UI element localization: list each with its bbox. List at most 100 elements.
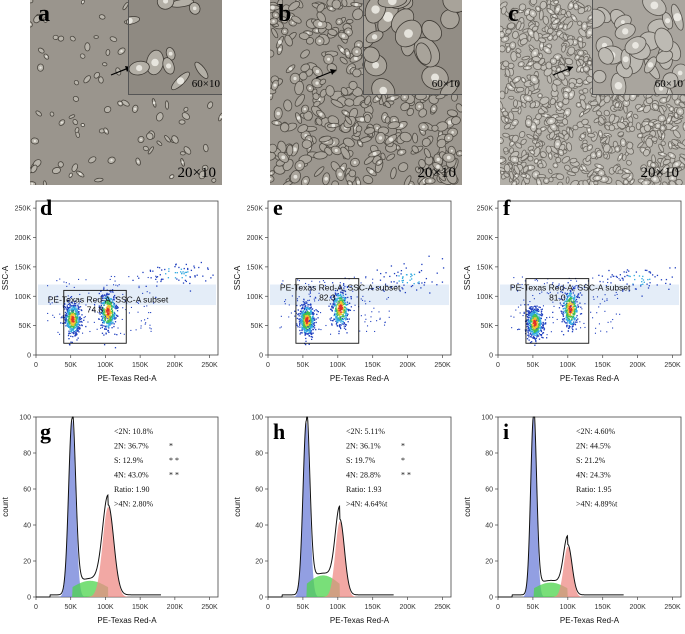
scatter-point bbox=[527, 334, 529, 336]
scatter-point bbox=[76, 314, 78, 316]
scatter-point bbox=[574, 310, 576, 312]
scatter-point bbox=[345, 315, 347, 317]
scatter-point bbox=[303, 312, 305, 314]
scatter-point bbox=[583, 322, 585, 325]
scatter-point bbox=[111, 301, 113, 304]
scatter-points bbox=[510, 267, 676, 346]
scatter-point bbox=[530, 328, 532, 330]
x-axis-label: PE-Texas Red-A bbox=[560, 374, 620, 383]
scatter-point bbox=[74, 321, 76, 323]
scatter-point bbox=[344, 323, 347, 326]
scatter-point bbox=[73, 331, 75, 334]
scatter-point bbox=[78, 311, 80, 313]
scatter-point bbox=[535, 340, 537, 342]
scatter-point bbox=[164, 268, 166, 271]
scatter-point bbox=[304, 318, 306, 321]
scatter-point bbox=[309, 315, 311, 318]
scatter-point bbox=[112, 289, 114, 291]
scatter-point bbox=[417, 282, 419, 284]
scatter-point bbox=[84, 316, 86, 318]
scatter-point bbox=[598, 274, 600, 277]
y-tick-label: 50K bbox=[481, 323, 494, 330]
scatter-point bbox=[301, 329, 303, 332]
scatter-point bbox=[299, 333, 301, 335]
scatter-point bbox=[540, 321, 542, 323]
scatter-point bbox=[561, 295, 563, 297]
scatter-point bbox=[569, 320, 571, 322]
scatter-point bbox=[570, 307, 572, 309]
scatter-point bbox=[123, 333, 125, 335]
significance-mark: * * bbox=[401, 471, 411, 480]
scatter-point bbox=[535, 330, 538, 332]
scatter-point bbox=[71, 319, 73, 322]
scatter-point bbox=[305, 327, 307, 329]
scatter-point bbox=[571, 327, 573, 329]
scatter-point bbox=[344, 306, 346, 309]
scatter-point bbox=[77, 313, 80, 315]
scatter-point bbox=[339, 303, 341, 305]
scatter-point bbox=[344, 310, 346, 313]
scatter-point bbox=[533, 336, 536, 339]
scatter-point bbox=[102, 308, 104, 310]
scatter-point bbox=[162, 278, 164, 280]
scatter-point bbox=[565, 303, 567, 306]
scatter-point bbox=[305, 343, 307, 346]
scatter-point bbox=[109, 301, 111, 303]
scatter-point bbox=[523, 299, 525, 301]
scatter-point bbox=[104, 309, 107, 311]
scatter-point bbox=[70, 316, 73, 318]
g2-peak-area bbox=[85, 507, 131, 597]
scatter-point bbox=[382, 289, 384, 291]
scatter-point bbox=[59, 278, 61, 280]
scatter-point bbox=[340, 321, 342, 323]
scatter-point bbox=[71, 312, 73, 314]
scatter-point bbox=[527, 320, 530, 322]
scatter-point bbox=[310, 309, 312, 311]
scatter-point bbox=[305, 310, 307, 312]
scatter-point bbox=[108, 316, 111, 319]
scatter-point bbox=[303, 314, 305, 317]
scatter-point bbox=[78, 306, 80, 308]
scatter-point bbox=[641, 295, 643, 297]
scatter-point bbox=[309, 321, 311, 324]
scatter-point bbox=[107, 317, 109, 320]
scatter-point bbox=[70, 308, 72, 310]
scatter-point bbox=[307, 324, 309, 327]
scatter-point bbox=[537, 323, 540, 325]
scatter-point bbox=[76, 315, 79, 318]
scatter-point bbox=[538, 306, 540, 308]
scatter-point bbox=[64, 314, 67, 316]
scatter-point bbox=[342, 292, 344, 294]
scatter-point bbox=[302, 311, 304, 313]
scatter-point bbox=[101, 319, 103, 321]
scatter-point bbox=[105, 316, 107, 318]
scatter-point bbox=[421, 282, 423, 284]
scatter-point bbox=[410, 275, 412, 278]
scatter-point bbox=[418, 281, 420, 283]
scatter-point bbox=[340, 298, 342, 300]
scatter-point bbox=[596, 312, 598, 314]
scatter-point bbox=[338, 304, 340, 306]
scatter-point bbox=[102, 312, 105, 314]
scatter-point bbox=[528, 322, 530, 324]
scatter-point bbox=[103, 318, 106, 320]
scatter-point bbox=[309, 290, 311, 292]
scatter-point bbox=[425, 277, 428, 280]
scatter-point bbox=[340, 320, 343, 322]
scatter-point bbox=[341, 301, 343, 303]
scatter-point bbox=[334, 304, 336, 307]
scatter-point bbox=[105, 310, 108, 312]
scatter-point bbox=[63, 305, 66, 308]
scatter-point bbox=[610, 276, 612, 278]
scatter-point bbox=[331, 324, 333, 326]
scatter-point bbox=[561, 318, 564, 320]
scatter-point bbox=[660, 279, 663, 281]
scatter-point bbox=[572, 323, 575, 326]
scatter-point bbox=[533, 315, 535, 318]
scatter-point bbox=[424, 281, 426, 284]
scatter-point bbox=[111, 323, 113, 325]
scatter-point bbox=[53, 316, 55, 318]
scatter-point bbox=[115, 314, 118, 316]
scatter-point bbox=[379, 279, 382, 281]
scatter-point bbox=[303, 329, 306, 331]
